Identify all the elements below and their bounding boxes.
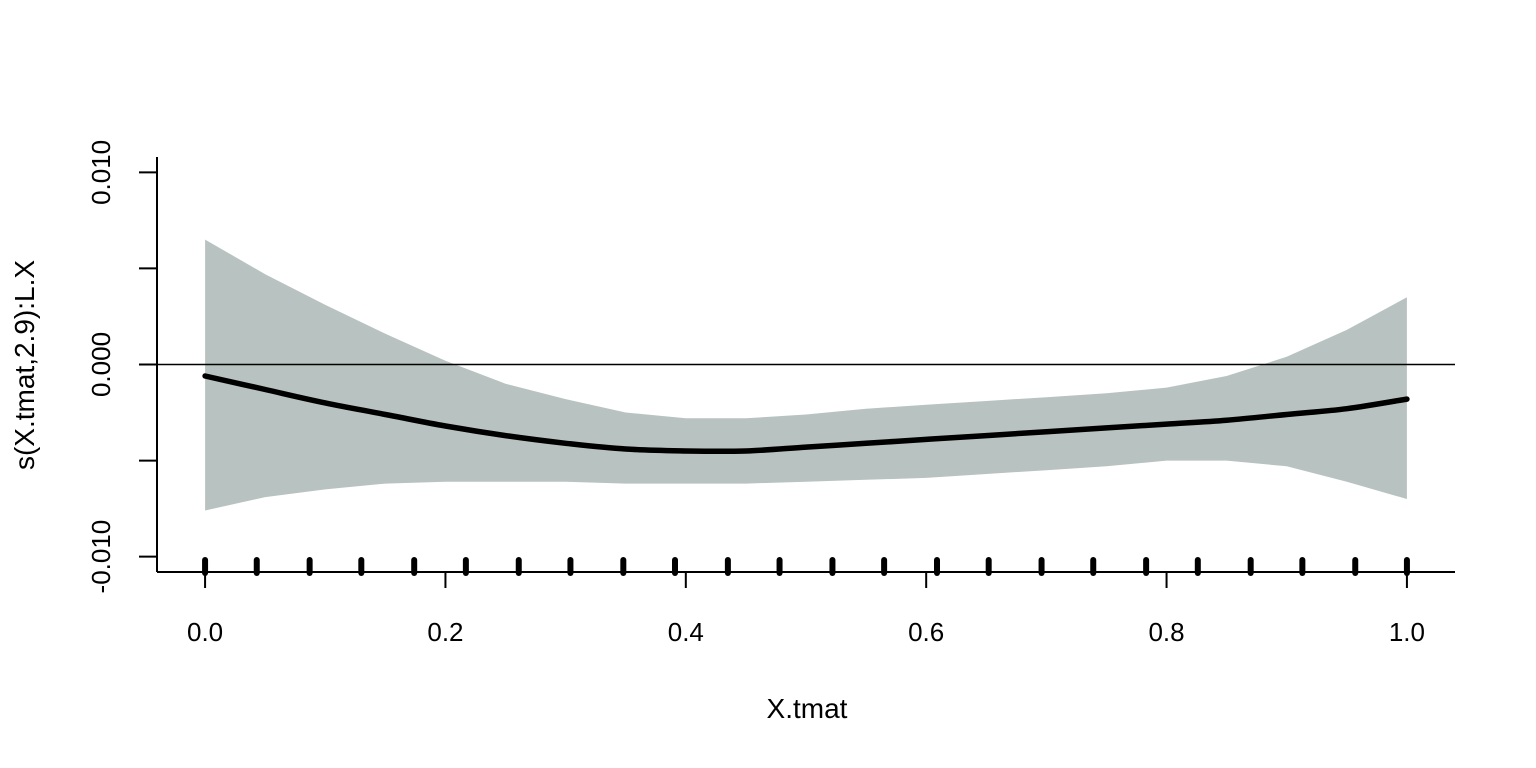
confidence-band-layer [205, 239, 1407, 511]
x-tick-label-3: 0.6 [908, 617, 944, 647]
x-axis-title: X.tmat [767, 693, 848, 724]
axes-layer: 0.0 0.2 0.4 0.6 0.8 1.0 -0.010 0.000 0.010 [86, 140, 1455, 647]
y-tick-label-2: 0.000 [86, 332, 116, 397]
y-axis-title: s(X.tmat,2.9):L.X [9, 260, 40, 470]
x-tick-label-4: 0.8 [1148, 617, 1184, 647]
x-tick-label-0: 0.0 [187, 617, 223, 647]
x-tick-label-2: 0.4 [668, 617, 704, 647]
y-tick-label-4: 0.010 [86, 140, 116, 205]
confidence-band [205, 239, 1407, 511]
x-tick-label-5: 1.0 [1389, 617, 1425, 647]
fitted-smooth-line-0 [202, 373, 1410, 455]
rug-layer [202, 557, 1410, 576]
x-tick-label-1: 0.2 [427, 617, 463, 647]
fitted-line-layer [202, 373, 1410, 455]
y-tick-label-0: -0.010 [86, 520, 116, 594]
